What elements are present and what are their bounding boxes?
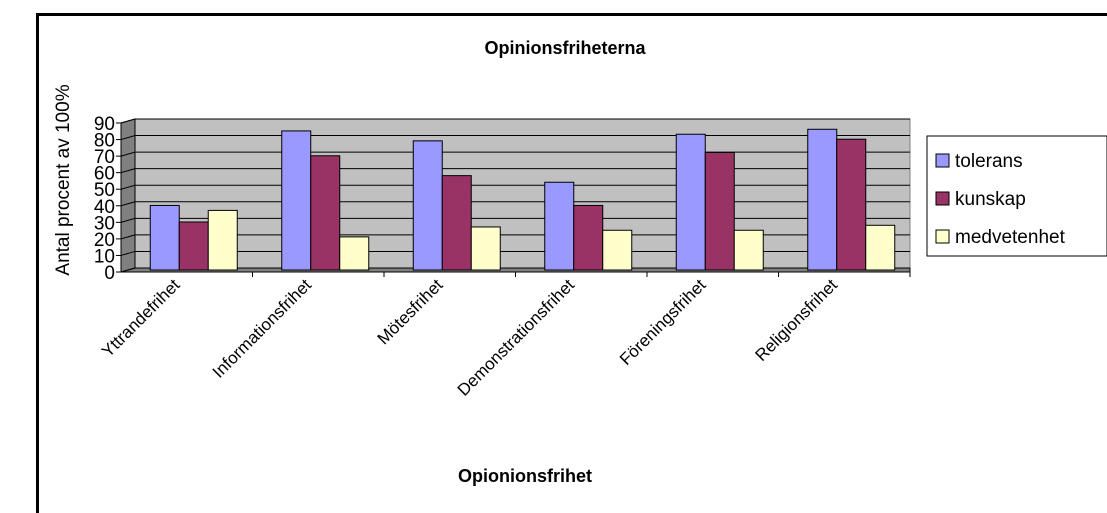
gridline <box>120 168 910 174</box>
gridline <box>120 250 910 256</box>
legend-label-kunskap: kunskap <box>955 189 1026 210</box>
legend-swatch-tolerans <box>935 153 950 168</box>
category-label: Religionsfrihet <box>751 275 841 365</box>
legend-swatch-kunskap <box>935 191 950 206</box>
bar-medvetenhet <box>207 209 238 271</box>
legend-label-tolerans: tolerans <box>955 151 1023 172</box>
plot-floor <box>120 267 911 273</box>
bar-kunskap <box>704 151 735 271</box>
plot-side-wall <box>120 118 136 273</box>
bar-tolerans <box>544 181 575 271</box>
category-label: Informationsfrihet <box>209 275 315 381</box>
bar-medvetenhet <box>733 229 764 271</box>
y-tick-label: 70 <box>94 147 115 168</box>
y-tick-label: 20 <box>94 230 115 251</box>
bar-tolerans <box>807 128 838 271</box>
y-axis-title: Antal procent av 100% <box>53 84 74 275</box>
bar-medvetenhet <box>865 224 896 271</box>
gridline <box>120 267 910 273</box>
legend: tolerans kunskap medvetenhet <box>926 135 1107 257</box>
bar-medvetenhet <box>602 229 633 271</box>
category-label: Yttrandefrihet <box>98 275 184 361</box>
bar-tolerans <box>149 204 180 271</box>
bar-kunskap <box>178 221 209 271</box>
gridline <box>120 184 910 190</box>
bar-kunskap <box>573 204 604 271</box>
category-label: Föreningsfrihet <box>616 275 710 369</box>
gridline <box>120 151 910 157</box>
legend-swatch-medvetenhet <box>935 229 950 244</box>
bar-medvetenhet <box>339 236 370 271</box>
legend-box <box>926 135 1107 257</box>
x-axis-title: Opionionsfrihet <box>458 466 592 486</box>
y-tick-label: 0 <box>104 263 115 284</box>
y-tick-label: 50 <box>94 180 115 201</box>
gridline <box>120 217 910 223</box>
category-label: Demonstrationsfrihet <box>454 275 579 400</box>
category-label: Mötesfrihet <box>374 275 447 348</box>
gridline <box>120 118 910 124</box>
bar-tolerans <box>412 140 443 271</box>
bar-kunskap <box>836 138 867 271</box>
y-tick-label: 90 <box>94 114 115 135</box>
y-tick-label: 40 <box>94 197 115 218</box>
bar-kunskap <box>310 155 341 271</box>
bar-tolerans <box>281 130 312 271</box>
legend-label-medvetenhet: medvetenhet <box>955 227 1066 248</box>
plot-background <box>134 118 911 269</box>
gridline <box>120 234 910 240</box>
y-tick-label: 10 <box>94 246 115 267</box>
chart-title: Opinionsfriheterna <box>484 38 646 58</box>
bar-kunskap <box>441 175 472 271</box>
bar-medvetenhet <box>470 226 501 271</box>
y-tick-label: 30 <box>94 213 115 234</box>
y-tick-label: 80 <box>94 131 115 152</box>
bar-tolerans <box>675 133 706 271</box>
gridline <box>120 135 910 141</box>
gridline <box>120 201 910 207</box>
y-tick-label: 60 <box>94 164 115 185</box>
